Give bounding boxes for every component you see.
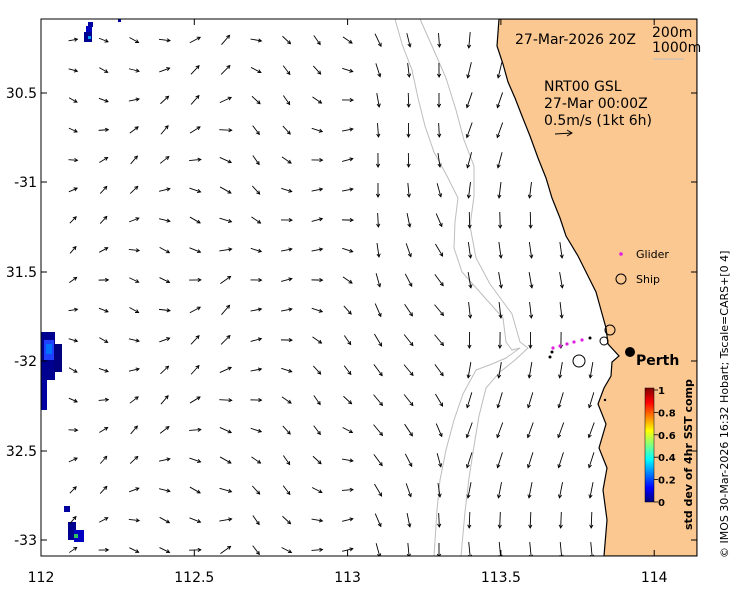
sst-patch-north (84, 19, 121, 42)
credit-text: © IMOS 30-Mar-2026 16:32 Hobart; Tscale=… (718, 251, 731, 558)
y-tick-label: 30.5 (6, 86, 37, 102)
colorbar-tick-label: 1 (658, 386, 665, 397)
colorbar-tick-label: 0.4 (658, 453, 676, 464)
date-label: 27-Mar-2026 20Z (515, 32, 636, 48)
colorbar (644, 387, 655, 503)
x-tick-label: 114 (641, 570, 668, 586)
isobath-1000m (419, 19, 529, 556)
colorbar-tick-label: 0.6 (658, 431, 676, 442)
scale-label: 0.5m/s (1kt 6h) (544, 113, 652, 129)
colorbar-tick-label: 0.8 (658, 408, 676, 419)
misc-dots (548, 336, 607, 402)
city-label-perth: Perth (636, 353, 679, 369)
x-tick-label: 112 (28, 570, 55, 586)
legend-glider: Glider (619, 248, 669, 261)
svg-text:Glider: Glider (636, 248, 669, 261)
x-tick-label: 113 (334, 570, 361, 586)
isobath-200m (394, 19, 521, 556)
isobath-label-1000m: 1000m (652, 40, 701, 56)
glider-track (551, 338, 584, 350)
sst-patch-south (64, 506, 84, 542)
y-tick-label: -33 (14, 533, 37, 549)
isobath-label-200m: 200m (652, 25, 692, 41)
sst-patch-west (41, 332, 62, 410)
y-axis: 30.5 -31 31.5 -32 32.5 -33 (6, 86, 697, 549)
y-tick-label: 32.5 (6, 444, 37, 460)
scale-arrow (554, 129, 573, 137)
perth-marker (625, 347, 635, 357)
svg-text:Ship: Ship (636, 273, 660, 286)
ship-positions (572, 324, 616, 368)
y-tick-label: 31.5 (6, 265, 37, 281)
legend-ship: Ship (615, 273, 660, 286)
product-name: NRT00 GSL (544, 79, 622, 95)
x-tick-label: 113.5 (481, 570, 521, 586)
y-tick-label: -32 (14, 354, 37, 370)
colorbar-title: std dev of 4hr SST comp (682, 379, 695, 530)
x-tick-label: 112.5 (174, 570, 214, 586)
colorbar-tick-label: 0 (658, 498, 665, 509)
y-tick-label: -31 (14, 175, 37, 191)
plot-frame (40, 18, 698, 557)
colorbar-tick-label: 0.2 (658, 476, 676, 487)
product-time: 27-Mar 00:00Z (544, 96, 648, 112)
current-vectors (68, 31, 595, 556)
colorbar-ticks: 1 0.8 0.6 0.4 0.2 0 (654, 386, 676, 509)
